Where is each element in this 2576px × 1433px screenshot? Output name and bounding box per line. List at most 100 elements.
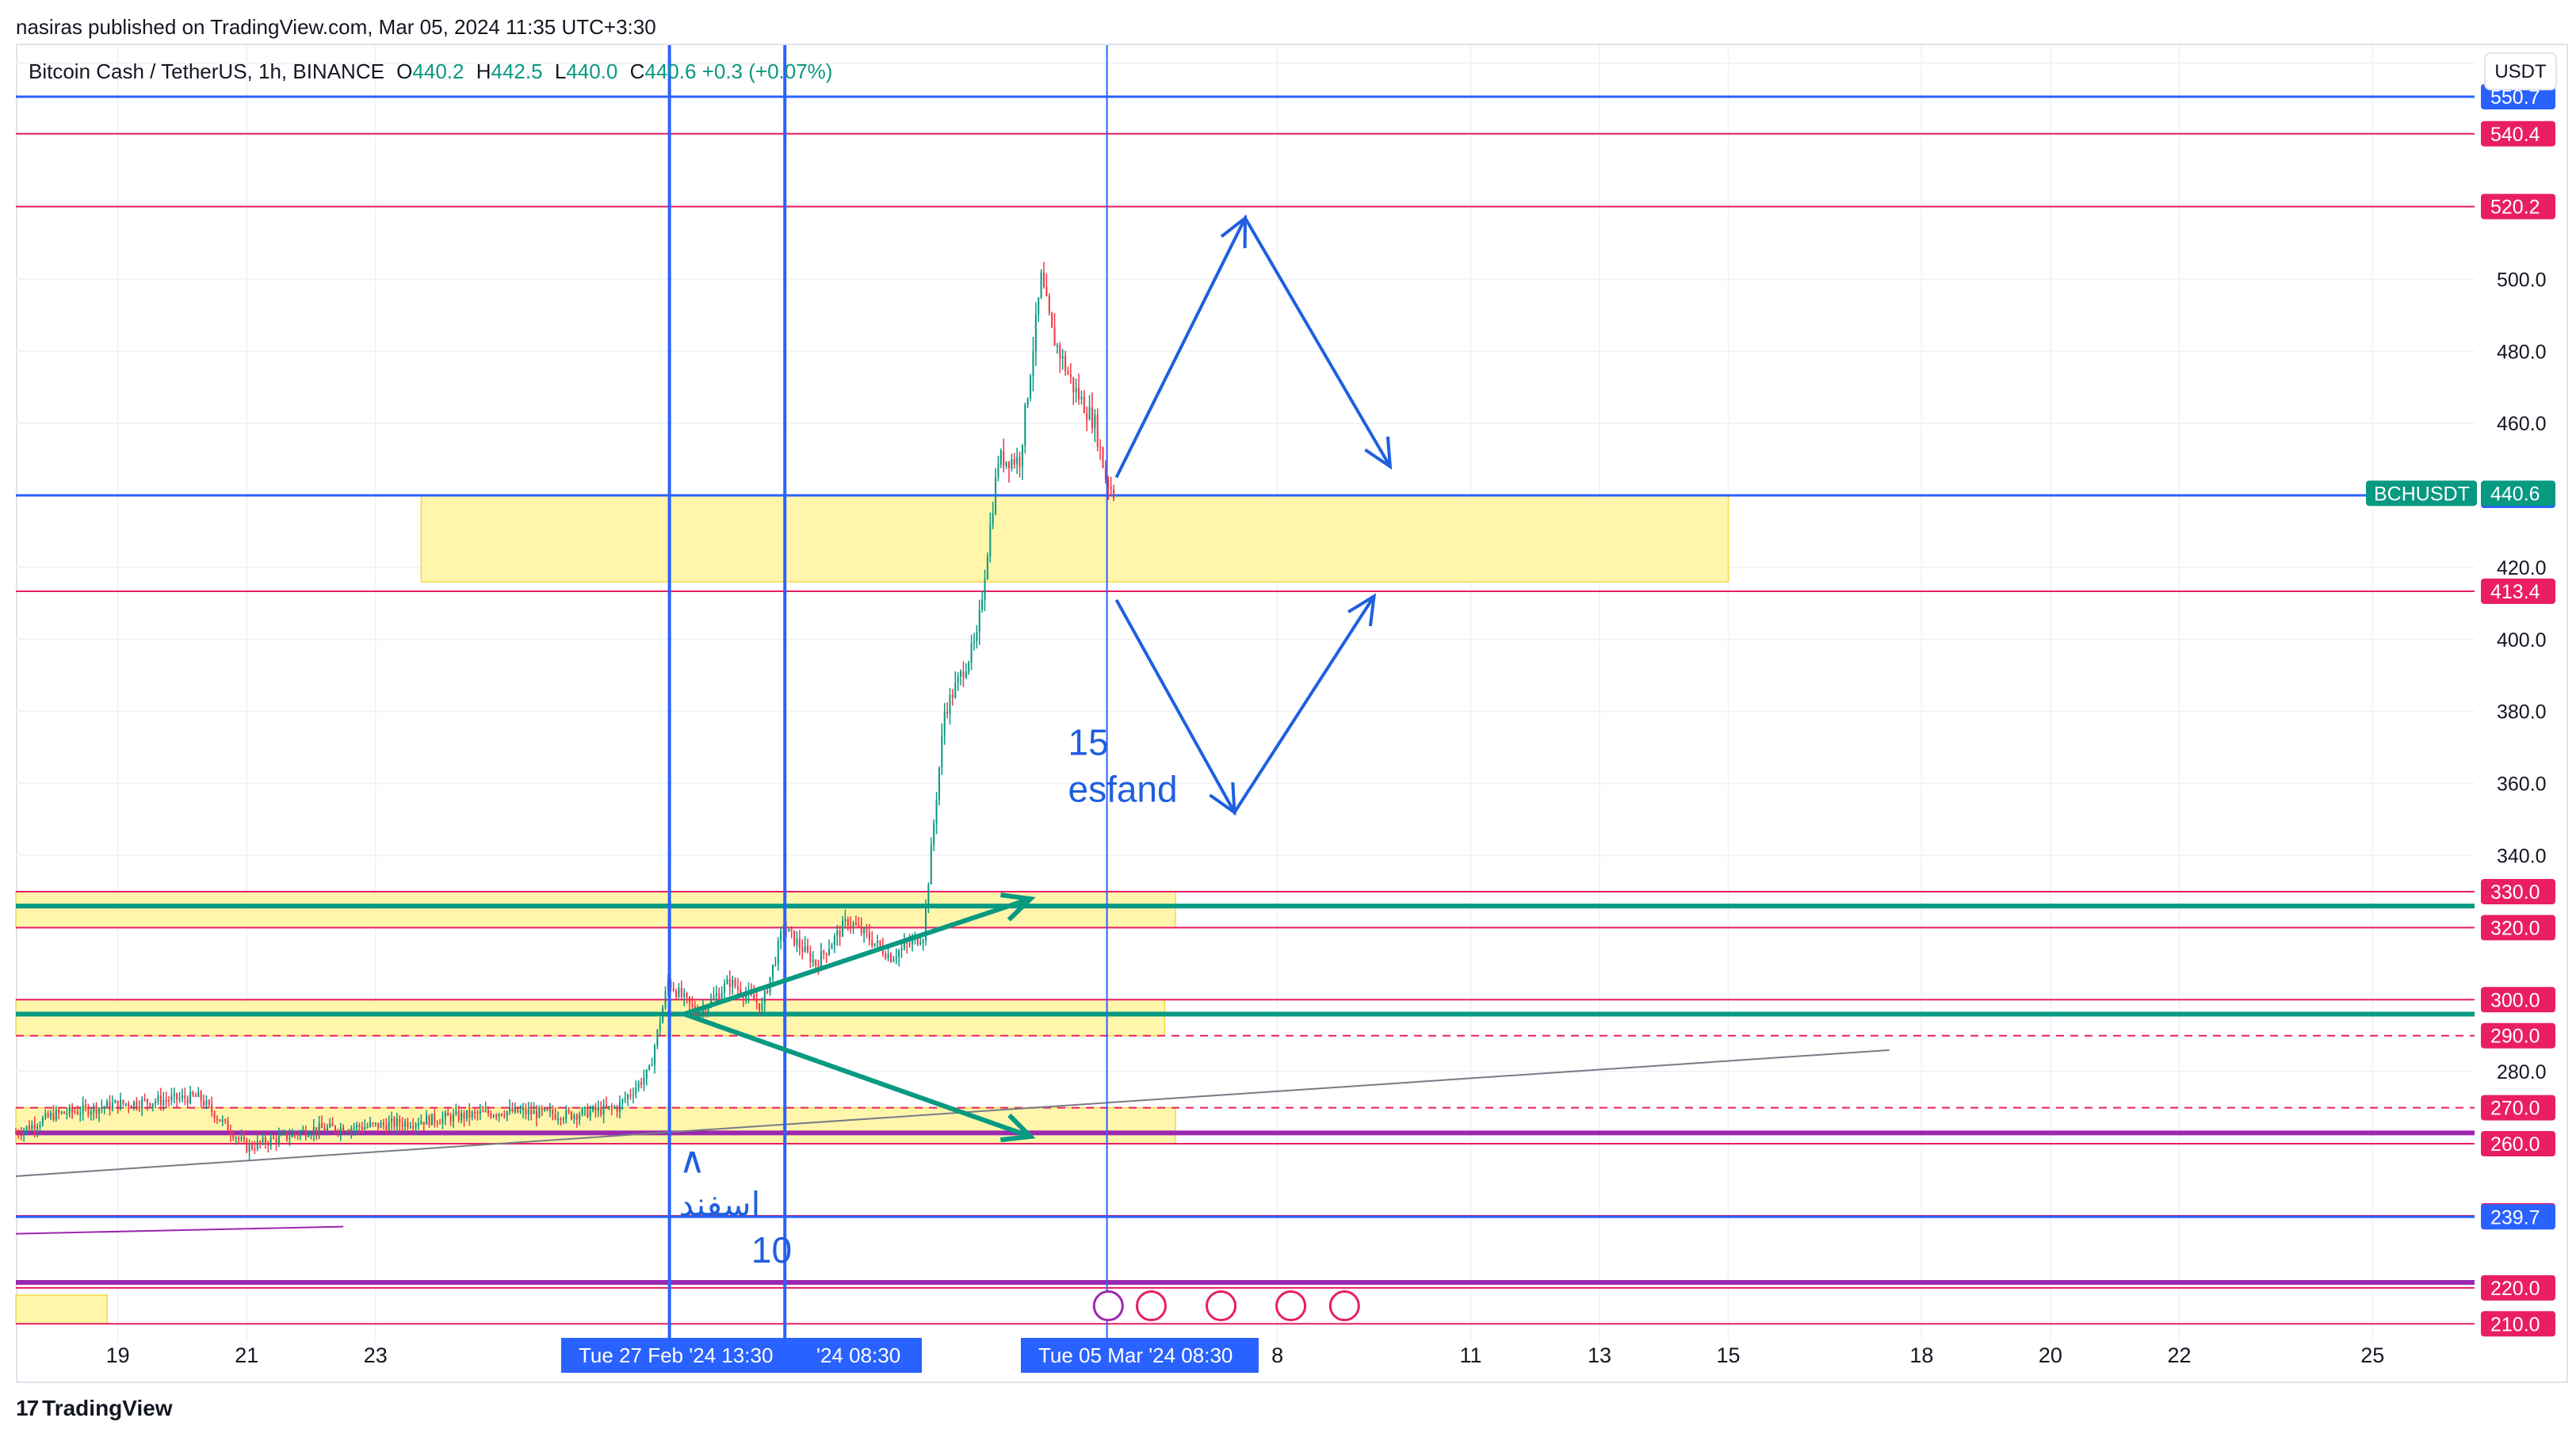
candle-body xyxy=(962,671,965,678)
candle-body xyxy=(906,942,908,945)
candle-body xyxy=(535,1110,537,1118)
candle-body xyxy=(850,925,852,927)
candle-body xyxy=(581,1108,583,1115)
candle-body xyxy=(699,1013,701,1019)
candle-body xyxy=(691,1003,694,1007)
us-flag-icon xyxy=(1206,1290,1237,1322)
candle-body xyxy=(302,1129,304,1132)
candle-body xyxy=(457,1111,460,1121)
symbol-price-badge-text: BCHUSDT xyxy=(2374,483,2470,505)
price-level-tag-text: 320.0 xyxy=(2490,917,2540,939)
candle-body xyxy=(380,1122,382,1129)
candle-body xyxy=(503,1115,506,1117)
candle-body xyxy=(949,694,951,714)
candle-body xyxy=(310,1133,312,1136)
candle-body xyxy=(903,942,905,949)
candle-body xyxy=(624,1099,626,1100)
candle-body xyxy=(1053,327,1056,346)
price-level-tag-text: 220.0 xyxy=(2490,1278,2540,1300)
candles xyxy=(14,262,1115,1160)
price-level-tag xyxy=(2481,1022,2555,1049)
price-level-tag xyxy=(2481,120,2555,147)
candle-body xyxy=(960,671,962,677)
candle-body xyxy=(847,919,849,926)
candle-body xyxy=(227,1120,229,1131)
candle-body xyxy=(452,1114,455,1122)
trendline xyxy=(15,1049,1890,1177)
candle-body xyxy=(117,1100,119,1110)
candle-body xyxy=(868,932,870,941)
candle-body xyxy=(820,950,822,967)
price-level-tag xyxy=(2481,1311,2555,1337)
annotation-esfand-number: 15 xyxy=(1068,721,1108,762)
candle-body xyxy=(720,992,723,999)
candle-body xyxy=(211,1104,213,1112)
candle-body xyxy=(490,1113,492,1118)
crosshair-time-tag xyxy=(561,1338,799,1373)
candle-body xyxy=(130,1106,132,1108)
time-tick-label: 19 xyxy=(106,1343,130,1367)
tradingview-logo[interactable]: 17 TradingView xyxy=(16,1393,173,1424)
candle-body xyxy=(128,1103,130,1106)
candle-body xyxy=(732,979,734,988)
candle-body xyxy=(871,940,873,946)
candle-body xyxy=(525,1109,527,1114)
candle-body xyxy=(391,1118,393,1122)
candle-body xyxy=(162,1099,165,1105)
candle-body xyxy=(629,1095,632,1096)
candle-body xyxy=(482,1110,484,1113)
time-tick-label: 20 xyxy=(2039,1343,2062,1367)
candle-body xyxy=(23,1129,25,1136)
candle-body xyxy=(165,1099,167,1102)
candle-body xyxy=(495,1115,498,1117)
crosshair-time-tag xyxy=(799,1338,922,1373)
candle-body xyxy=(924,904,927,941)
candle-body xyxy=(575,1115,578,1120)
candle-body xyxy=(740,988,742,995)
candle-body xyxy=(347,1131,350,1133)
candle-body xyxy=(136,1101,138,1107)
price-level-tag-text: 520.2 xyxy=(2490,197,2540,219)
candle-body xyxy=(1069,373,1072,377)
candle-body xyxy=(809,951,812,963)
candle-body xyxy=(25,1125,28,1130)
candle-body xyxy=(898,950,900,957)
candle-body xyxy=(388,1122,390,1130)
candle-body xyxy=(492,1115,495,1118)
candle-body xyxy=(401,1124,403,1127)
candle-body xyxy=(755,1000,758,1003)
candle-body xyxy=(1019,457,1021,468)
candle-body xyxy=(606,1104,608,1108)
candle-body xyxy=(583,1106,586,1109)
candle-body xyxy=(124,1103,127,1105)
candle-body xyxy=(873,943,876,946)
candle-body xyxy=(20,1134,22,1136)
candle-body xyxy=(434,1114,436,1122)
candle-body xyxy=(337,1130,339,1133)
candle-body xyxy=(753,994,755,1001)
candle-body xyxy=(621,1099,624,1102)
candle-body xyxy=(238,1137,240,1140)
candle-body xyxy=(299,1131,301,1136)
price-level-tag xyxy=(2481,193,2555,220)
candle-body xyxy=(879,940,881,946)
candle-body xyxy=(938,767,940,801)
candle-body xyxy=(146,1099,148,1103)
candle-body xyxy=(428,1115,430,1125)
candle-body xyxy=(296,1134,299,1136)
candle-body xyxy=(1032,351,1034,377)
candle-body xyxy=(101,1107,103,1109)
candle-body xyxy=(17,1133,20,1135)
candle-body xyxy=(476,1112,479,1114)
currency-button[interactable]: USDT xyxy=(2484,52,2557,90)
candle-body xyxy=(109,1101,111,1110)
price-level-tag-text: 210.0 xyxy=(2490,1313,2540,1336)
candle-body xyxy=(95,1105,97,1114)
candle-body xyxy=(1096,415,1099,447)
candle-body xyxy=(246,1139,248,1152)
annotation-persian-number: 10 xyxy=(751,1229,792,1271)
candle-body xyxy=(715,993,717,996)
candle-body xyxy=(887,953,889,959)
candle-body xyxy=(331,1123,334,1126)
